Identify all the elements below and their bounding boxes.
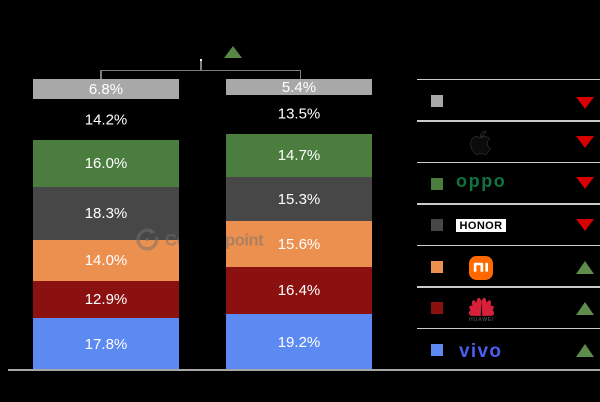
svg-text:HUAWEI: HUAWEI [469,317,494,322]
svg-text:Counterpoint: Counterpoint [165,231,179,249]
svg-text:Counterpoint: Counterpoint [226,231,264,249]
